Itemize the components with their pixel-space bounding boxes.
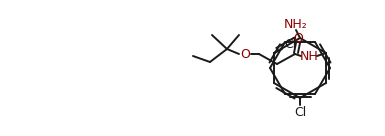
Text: NH₂: NH₂ [284,18,308,30]
Text: NH: NH [300,50,318,64]
Text: Cl: Cl [294,106,306,118]
Text: Cl: Cl [284,38,296,52]
Text: O: O [240,49,250,61]
Text: O: O [293,32,303,44]
